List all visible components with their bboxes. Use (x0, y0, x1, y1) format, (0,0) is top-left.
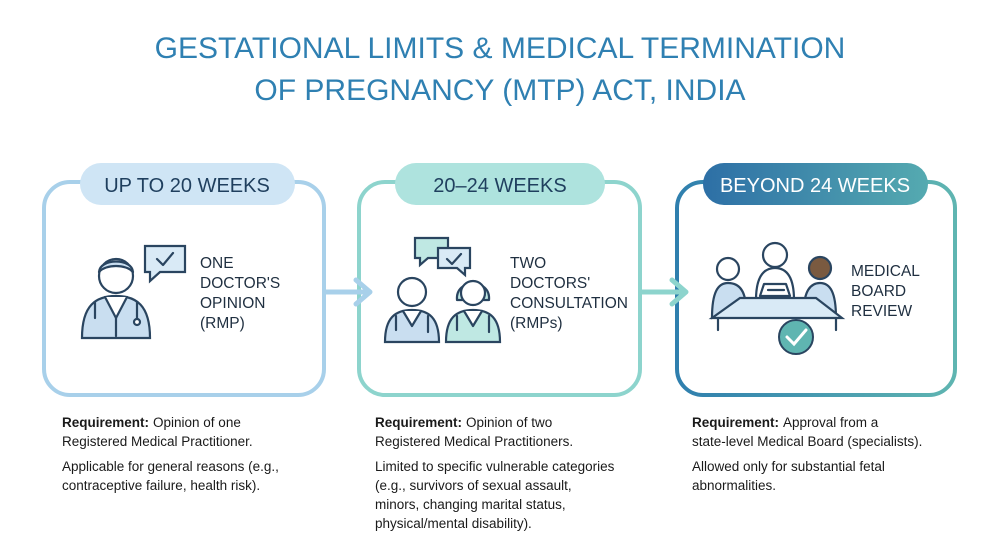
chat-icon (143, 244, 187, 284)
stage-header: BEYOND 24 WEEKS (720, 175, 910, 197)
icon-label: (RMPs) (510, 315, 563, 332)
doctor-icon (444, 279, 502, 344)
icon-label: BOARD (851, 283, 906, 300)
header-pill (80, 163, 295, 205)
requirement-text: state-level Medical Board (specialists). (692, 434, 922, 449)
requirement-line: Registered Medical Practitioners. (375, 434, 573, 449)
note-line: minors, changing marital status, (375, 497, 566, 512)
icon-label: DOCTORS' (510, 275, 590, 292)
icon-label: REVIEW (851, 303, 913, 320)
header-pill (395, 163, 605, 205)
requirement-line: Registered Medical Practitioner. (62, 434, 253, 449)
icon-label: ONE (200, 255, 234, 272)
note-line: contraceptive failure, health risk). (62, 478, 260, 493)
note-line: Applicable for general reasons (e.g., (62, 459, 279, 474)
requirement-label: Requirement: (375, 415, 462, 430)
stage-box (42, 180, 326, 397)
doctor-icon (80, 257, 152, 340)
title-line: OF PREGNANCY (MTP) ACT, INDIA (254, 74, 745, 107)
requirement-line: Opinion of one (153, 415, 241, 430)
requirement-text: Registered Medical Practitioner. (62, 434, 253, 449)
icon-label: MEDICAL (851, 263, 920, 280)
header-pill (703, 163, 928, 205)
note-line: (e.g., survivors of sexual assault, (375, 478, 572, 493)
stage-header: UP TO 20 WEEKS (104, 175, 270, 197)
requirement-label: Requirement: (692, 415, 779, 430)
requirement-line: state-level Medical Board (specialists). (692, 434, 922, 449)
requirement-text: Requirement: Opinion of one (62, 415, 241, 430)
board-icon (708, 241, 846, 355)
requirement-text: Registered Medical Practitioners. (375, 434, 573, 449)
chat-icon (413, 236, 472, 278)
note-line: physical/mental disability). (375, 516, 532, 531)
requirement-text: Requirement: Opinion of two (375, 415, 552, 430)
note-line: Allowed only for substantial fetal (692, 459, 885, 474)
arrow (638, 277, 689, 307)
doctor-icon (383, 276, 441, 344)
icon-label: CONSULTATION (510, 295, 628, 312)
requirement-label: Requirement: (62, 415, 149, 430)
icon-label: OPINION (200, 295, 265, 312)
arrow (322, 277, 373, 307)
icon-label: (RMP) (200, 315, 245, 332)
note-line: Limited to specific vulnerable categorie… (375, 459, 615, 474)
requirement-text: Requirement: Approval from a (692, 415, 879, 430)
requirement-line: Approval from a (783, 415, 879, 430)
icon-label: TWO (510, 255, 546, 272)
stage-header: 20–24 WEEKS (433, 175, 566, 197)
title-line: GESTATIONAL LIMITS & MEDICAL TERMINATION (155, 32, 846, 65)
requirement-line: Opinion of two (466, 415, 552, 430)
icon-label: DOCTOR'S (200, 275, 280, 292)
note-line: abnormalities. (692, 478, 776, 493)
